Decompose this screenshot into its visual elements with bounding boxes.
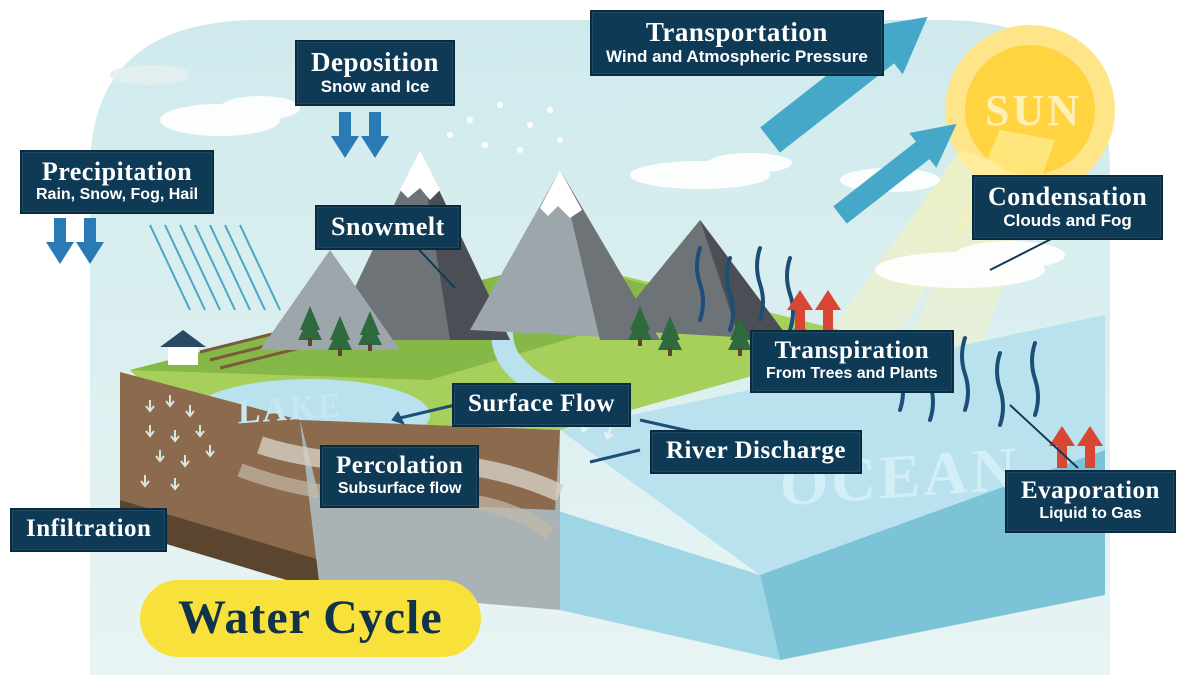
label-precipitation: Precipitation Rain, Snow, Fog, Hail bbox=[20, 150, 214, 214]
label-title: Precipitation bbox=[36, 158, 198, 185]
sun-text: SUN bbox=[985, 86, 1082, 135]
diagram-title-text: Water Cycle bbox=[178, 591, 443, 644]
label-title: Surface Flow bbox=[468, 391, 615, 417]
label-title: River Discharge bbox=[666, 438, 846, 464]
label-title: Snowmelt bbox=[331, 213, 445, 240]
label-title: Transpiration bbox=[766, 338, 938, 364]
label-title: Infiltration bbox=[26, 516, 151, 542]
label-transpiration: Transpiration From Trees and Plants bbox=[750, 330, 954, 393]
label-snowmelt: Snowmelt bbox=[315, 205, 461, 250]
lake-text: LAKE bbox=[238, 387, 342, 431]
water-cycle-diagram: SUN LAKE OCEAN Transportation Wind and A… bbox=[0, 0, 1200, 675]
label-sub: Snow and Ice bbox=[311, 78, 439, 96]
diagram-title: Water Cycle bbox=[140, 580, 481, 657]
label-surface-flow: Surface Flow bbox=[452, 383, 631, 427]
label-sub: Liquid to Gas bbox=[1021, 506, 1160, 523]
label-river-discharge: River Discharge bbox=[650, 430, 862, 474]
label-condensation: Condensation Clouds and Fog bbox=[972, 175, 1163, 240]
label-title: Percolation bbox=[336, 453, 463, 479]
label-evaporation: Evaporation Liquid to Gas bbox=[1005, 470, 1176, 533]
label-infiltration: Infiltration bbox=[10, 508, 167, 552]
label-title: Deposition bbox=[311, 48, 439, 76]
label-title: Condensation bbox=[988, 183, 1147, 210]
label-sub: From Trees and Plants bbox=[766, 366, 938, 383]
label-sub: Wind and Atmospheric Pressure bbox=[606, 48, 868, 66]
label-sub: Rain, Snow, Fog, Hail bbox=[36, 187, 198, 204]
scene-svg: SUN LAKE OCEAN bbox=[0, 0, 1200, 675]
label-transportation: Transportation Wind and Atmospheric Pres… bbox=[590, 10, 884, 76]
label-deposition: Deposition Snow and Ice bbox=[295, 40, 455, 106]
label-percolation: Percolation Subsurface flow bbox=[320, 445, 479, 508]
label-sub: Subsurface flow bbox=[336, 481, 463, 498]
label-title: Transportation bbox=[606, 18, 868, 46]
label-title: Evaporation bbox=[1021, 478, 1160, 504]
label-sub: Clouds and Fog bbox=[988, 212, 1147, 230]
